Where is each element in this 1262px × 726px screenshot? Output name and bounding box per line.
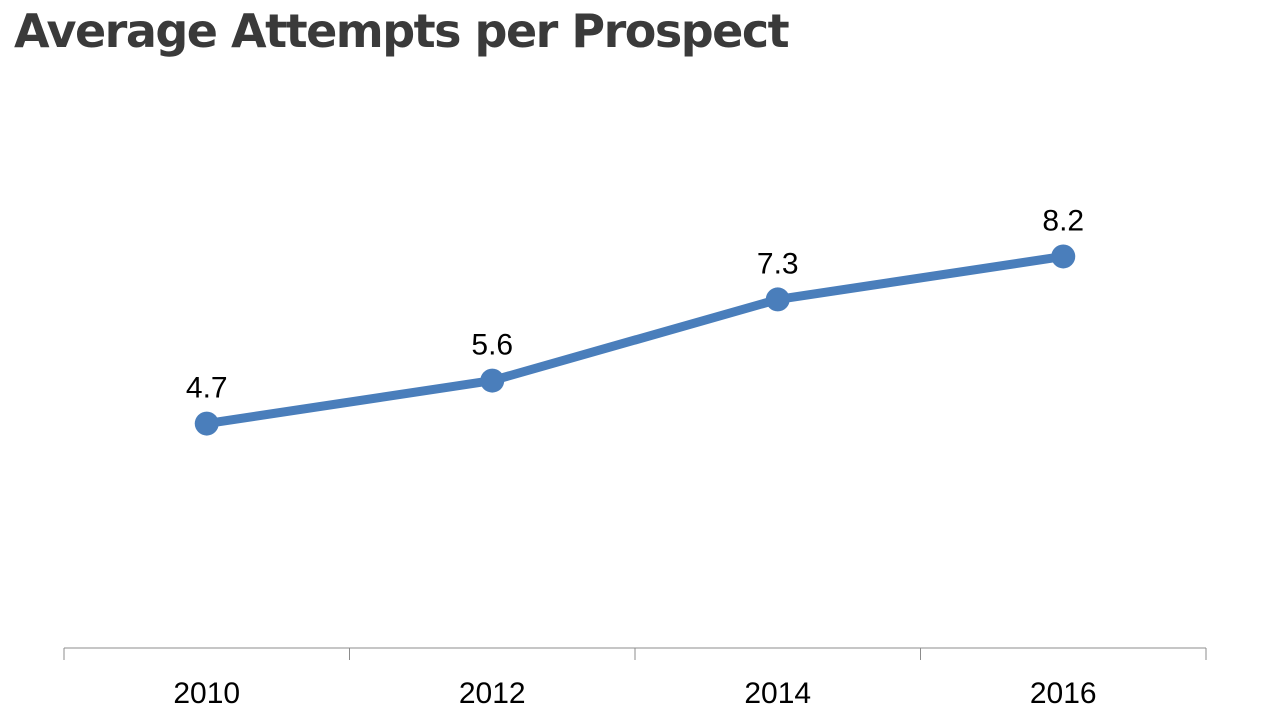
series-line xyxy=(206,252,1064,429)
x-tick-label: 2016 xyxy=(1030,677,1097,710)
x-tick-label: 2014 xyxy=(744,677,811,710)
data-label: 8.2 xyxy=(1042,204,1084,237)
data-labels: 4.7 5.6 7.3 8.2 xyxy=(186,204,1084,404)
chart-title: Average Attempts per Prospect xyxy=(14,4,790,58)
data-point-marker xyxy=(194,411,219,436)
data-label: 4.7 xyxy=(186,372,228,405)
data-label: 7.3 xyxy=(757,247,799,280)
x-tick-label: 2012 xyxy=(459,677,526,710)
data-point-marker xyxy=(765,287,790,312)
x-axis-ticks xyxy=(63,648,1207,660)
x-axis-tick-labels: 2010 2012 2014 2016 xyxy=(173,677,1096,710)
data-point-marker xyxy=(1051,244,1076,269)
x-tick-label: 2010 xyxy=(173,677,240,710)
data-label: 5.6 xyxy=(471,329,513,362)
series-markers xyxy=(194,244,1076,436)
data-point-marker xyxy=(480,368,505,393)
